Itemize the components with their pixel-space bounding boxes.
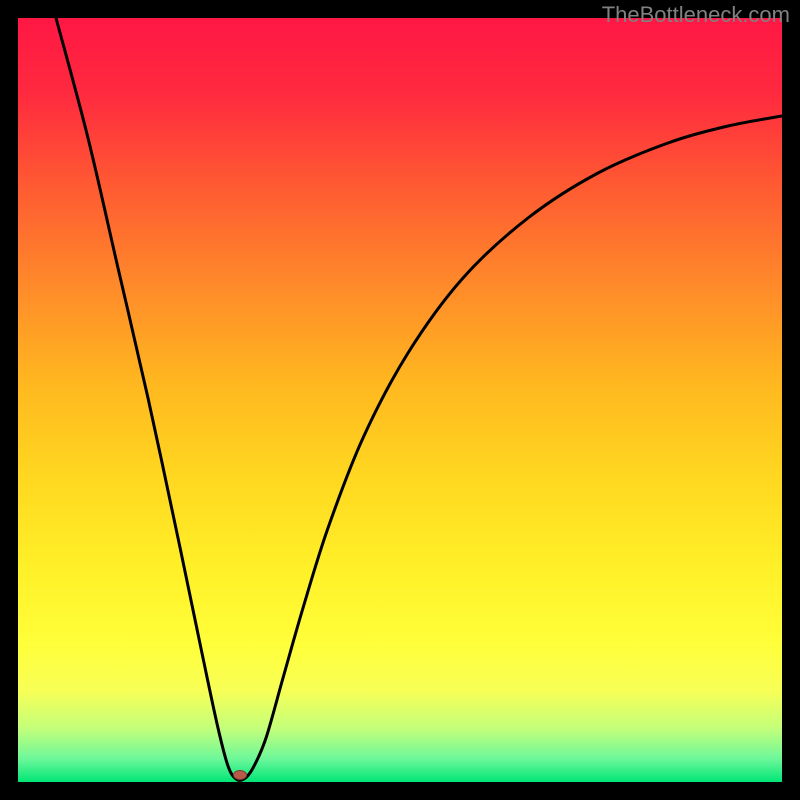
curve-path (56, 18, 782, 781)
watermark-text: TheBottleneck.com (602, 2, 790, 28)
plot-area (18, 18, 782, 782)
bottleneck-curve (18, 18, 782, 782)
chart-stage: TheBottleneck.com (0, 0, 800, 800)
minimum-marker (233, 770, 247, 780)
